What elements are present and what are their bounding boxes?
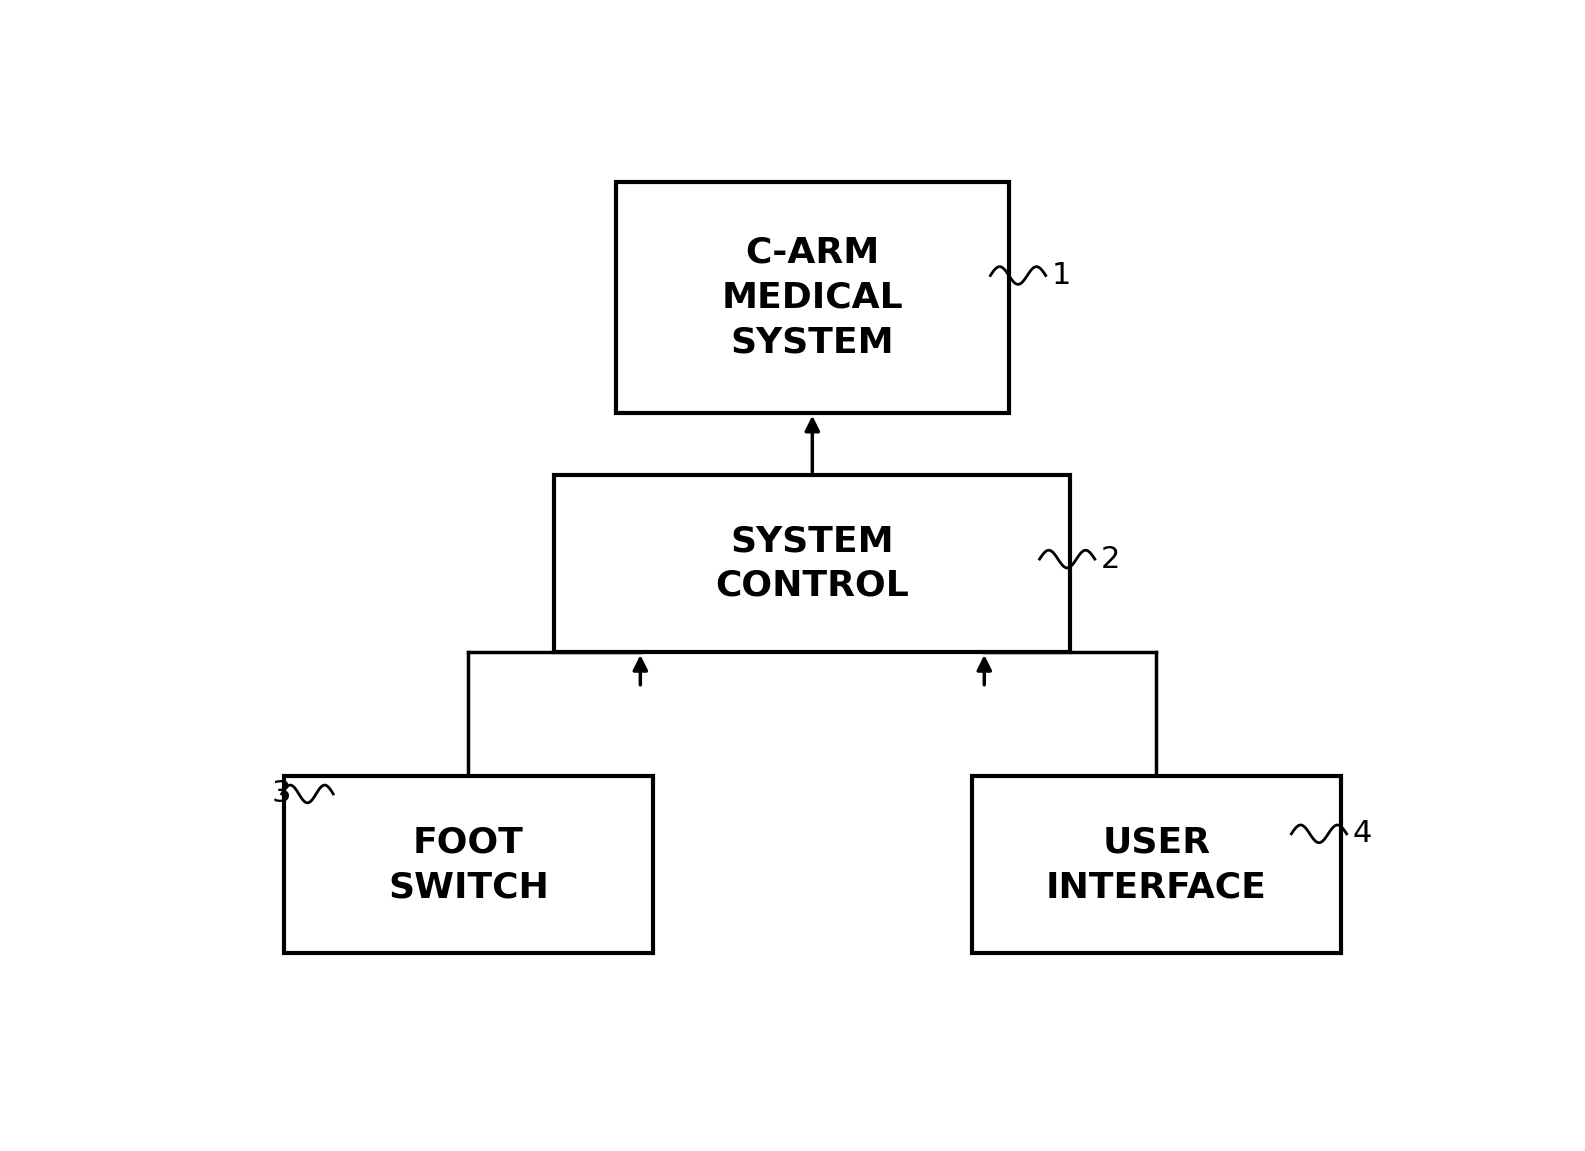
Text: 3: 3 [273,779,292,808]
Text: FOOT
SWITCH: FOOT SWITCH [388,825,548,905]
Text: SYSTEM
CONTROL: SYSTEM CONTROL [715,524,910,603]
FancyBboxPatch shape [284,776,653,953]
FancyBboxPatch shape [972,776,1341,953]
FancyBboxPatch shape [617,183,1008,413]
Text: USER
INTERFACE: USER INTERFACE [1046,825,1266,905]
Text: 2: 2 [1102,544,1121,573]
Text: 1: 1 [1052,261,1071,290]
Text: C-ARM
MEDICAL
SYSTEM: C-ARM MEDICAL SYSTEM [721,236,903,359]
Text: 4: 4 [1354,820,1373,848]
FancyBboxPatch shape [555,475,1070,653]
